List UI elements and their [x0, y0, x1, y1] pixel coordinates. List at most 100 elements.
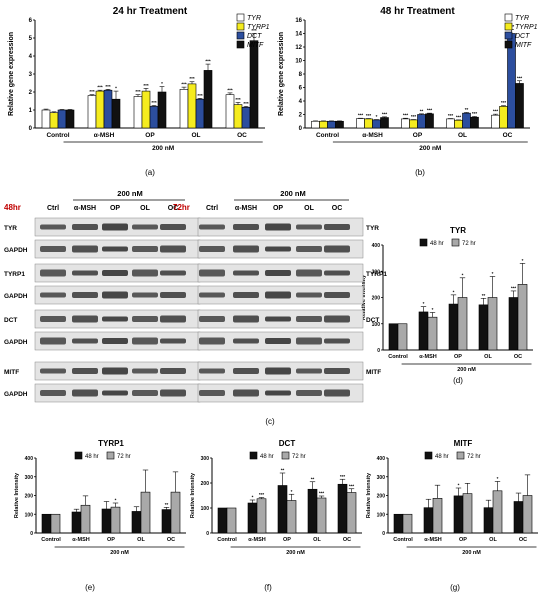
dose-label: 200 nM [152, 145, 174, 152]
y-tick-label: 14 [295, 32, 302, 38]
blot-band [233, 292, 259, 298]
blot-band [102, 223, 128, 231]
bar [470, 116, 479, 129]
blot-band [72, 389, 98, 397]
bar [319, 120, 328, 129]
x-tick-label: α-MSH [424, 537, 441, 543]
bar [483, 507, 494, 534]
blot-band [296, 224, 322, 230]
y-tick-label: 4 [299, 99, 303, 105]
blot-time-label: 72hr [173, 203, 190, 212]
chart-a: 24 hr Treatment Relative gene expression 0… [8, 6, 270, 152]
significance-label: * [497, 476, 499, 481]
bar [492, 490, 503, 534]
bar [277, 485, 288, 534]
bar [41, 109, 51, 129]
y-axis-label: Relative gene expression [8, 32, 15, 116]
significance-label: * [492, 271, 494, 276]
bar [133, 96, 143, 129]
blot-band [72, 338, 98, 344]
significance-label: ** [465, 107, 469, 112]
bar [425, 113, 434, 129]
legend-label: DCT [515, 33, 530, 40]
blot-band [40, 368, 66, 374]
legend-swatch [236, 22, 245, 31]
blot-row-label: TYRP1 [366, 271, 387, 278]
bar [101, 508, 112, 534]
significance-label: *** [382, 111, 388, 116]
y-tick-label: 300 [377, 475, 386, 481]
bar [157, 91, 167, 129]
blot-band [72, 315, 98, 323]
blot-band [324, 292, 350, 298]
x-tick-label: OP [283, 537, 291, 543]
significance-label: *** [411, 114, 417, 119]
blot-band [265, 223, 291, 231]
bar [307, 488, 318, 534]
significance-label: * [462, 272, 464, 277]
significance-label: *** [151, 100, 157, 105]
blot-band [132, 224, 158, 230]
y-axis-label: Relative Intensity [366, 472, 372, 518]
bar [131, 511, 142, 534]
x-tick-label: OC [237, 132, 247, 139]
blot-dose-label: 200 nM [117, 189, 142, 198]
dose-label: 200 nM [419, 145, 441, 152]
blot-band [265, 270, 291, 276]
blot-lane-label: α-MSH [235, 205, 257, 212]
bar [508, 297, 519, 351]
bar [397, 323, 408, 351]
y-tick-label: 100 [201, 506, 210, 512]
significance-label: *** [456, 114, 462, 119]
x-tick-label: OC [519, 537, 527, 543]
bar [337, 483, 348, 534]
x-tick-label: OP [413, 132, 423, 139]
blot-band [265, 338, 291, 344]
bar [80, 504, 91, 534]
blot-lane-label: OL [304, 205, 314, 212]
panel-label: (f) [264, 583, 272, 592]
legend-label: 48 hr [260, 454, 274, 460]
blot-band [102, 367, 128, 375]
blot-band [72, 292, 98, 298]
blot-band [160, 389, 186, 397]
bar [401, 118, 410, 129]
blot-band [102, 338, 128, 344]
x-tick-label: OC [503, 132, 513, 139]
y-tick-label: 400 [372, 243, 381, 249]
legend-swatch [451, 238, 460, 247]
y-tick-label: 200 [377, 494, 386, 500]
x-tick-label: OP [145, 132, 155, 139]
blot-band [102, 246, 128, 252]
bar [225, 94, 235, 129]
y-tick-label: 5 [29, 36, 33, 42]
significance-label: * [432, 307, 434, 312]
y-tick-label: 300 [372, 269, 381, 275]
bar [462, 112, 471, 129]
legend-label: 72 hr [462, 241, 476, 247]
y-tick-label: 100 [377, 512, 386, 518]
bar [311, 120, 320, 129]
x-tick-label: OL [137, 537, 145, 543]
bar [103, 89, 113, 129]
bar [87, 95, 97, 129]
legend-label: 48 hr [430, 241, 444, 247]
bar [393, 513, 404, 534]
bar [57, 109, 67, 129]
legend-swatch [281, 451, 290, 460]
blot-band [102, 316, 128, 322]
significance-label: * [115, 86, 117, 91]
legend-label: 48 hr [435, 454, 449, 460]
bar [380, 117, 389, 129]
blot-band [132, 269, 158, 277]
legend-swatch [419, 238, 428, 247]
chart-f: DCT Relative Intensity 0 100 200 300 Control α-… [190, 439, 362, 556]
y-tick-label: 3 [29, 72, 33, 78]
legend-swatch [236, 13, 245, 22]
panel-label: (g) [450, 583, 460, 592]
blot-band [132, 316, 158, 322]
blot-band [132, 337, 158, 345]
blot-band [72, 245, 98, 253]
significance-label: *** [181, 82, 187, 87]
bar [457, 297, 468, 351]
